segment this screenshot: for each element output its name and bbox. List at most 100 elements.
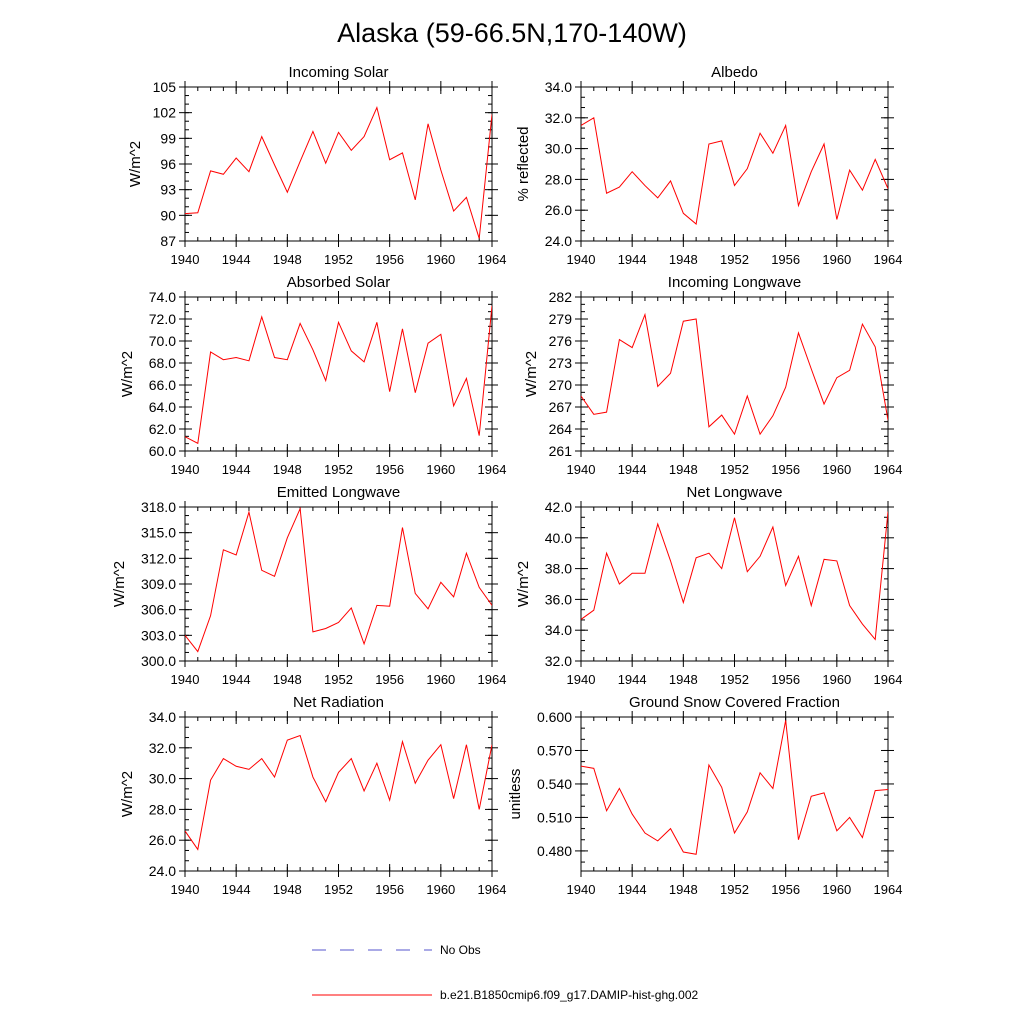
x-tick-label: 1940 <box>171 462 200 477</box>
x-tick-label: 1964 <box>874 252 903 267</box>
figure-title: Alaska (59-66.5N,170-140W) <box>337 18 687 48</box>
x-tick-label: 1952 <box>324 252 353 267</box>
panel-4: Incoming Longwave 1940 1944 1948 1952 1956 196… <box>523 274 902 477</box>
panel-title: Net Longwave <box>687 484 783 501</box>
y-tick-label: 34.0 <box>149 709 176 725</box>
series-line-1 <box>581 511 888 641</box>
y-tick-label: 312.0 <box>141 550 176 566</box>
y-tick-label: 66.0 <box>149 377 176 393</box>
x-tick-label: 1956 <box>375 672 404 687</box>
panel-2: Albedo 1940 1944 1948 1952 1956 1960 1964 24.0 26… <box>515 64 902 267</box>
x-tick-label: 1952 <box>720 462 749 477</box>
x-tick-label: 1960 <box>426 252 455 267</box>
y-tick-label: 72.0 <box>149 311 176 327</box>
y-tick-label: 62.0 <box>149 421 176 437</box>
y-axis-label: % reflected <box>515 126 532 201</box>
y-tick-label: 87 <box>160 233 176 249</box>
y-tick-label: 26.0 <box>149 832 176 848</box>
y-tick-label: 300.0 <box>141 653 176 669</box>
y-axis-label: W/m^2 <box>111 561 128 607</box>
x-tick-label: 1960 <box>822 672 851 687</box>
plot-frame <box>580 296 889 452</box>
y-tick-label: 26.0 <box>545 202 572 218</box>
x-tick-label: 1948 <box>669 882 698 897</box>
series-line-1 <box>185 105 492 239</box>
x-tick-label: 1956 <box>375 252 404 267</box>
y-tick-label: 34.0 <box>545 622 572 638</box>
y-tick-label: 38.0 <box>545 561 572 577</box>
x-tick-label: 1940 <box>567 672 596 687</box>
x-tick-label: 1956 <box>771 882 800 897</box>
series-line-1 <box>581 720 888 855</box>
x-tick-label: 1944 <box>222 672 251 687</box>
plot-frame <box>184 506 493 662</box>
y-tick-label: 309.0 <box>141 576 176 592</box>
x-tick-label: 1964 <box>874 882 903 897</box>
x-tick-label: 1956 <box>771 672 800 687</box>
y-tick-label: 32.0 <box>149 740 176 756</box>
y-tick-label: 34.0 <box>545 79 572 95</box>
plot-frame <box>580 716 889 872</box>
x-tick-label: 1960 <box>822 882 851 897</box>
series-line-1 <box>185 734 492 851</box>
y-tick-label: 24.0 <box>149 863 176 879</box>
y-tick-label: 42.0 <box>545 499 572 515</box>
y-tick-label: 32.0 <box>545 110 572 126</box>
x-tick-label: 1944 <box>222 882 251 897</box>
y-tick-label: 267 <box>549 399 573 415</box>
y-tick-label: 0.480 <box>537 843 572 859</box>
x-tick-label: 1948 <box>669 672 698 687</box>
panel-title: Net Radiation <box>293 694 384 711</box>
legend-model-label: b.e21.B1850cmip6.f09_g17.DAMIP-hist-ghg.… <box>440 988 698 1002</box>
panels-group: Incoming Solar 1940 1944 1948 1952 1956 1960 19… <box>111 64 902 897</box>
panel-title: Emitted Longwave <box>277 484 400 501</box>
y-tick-label: 70.0 <box>149 333 176 349</box>
plot-frame <box>184 716 493 872</box>
panel-7: Net Radiation 1940 1944 1948 1952 1956 1960 196… <box>119 694 506 897</box>
x-tick-label: 1944 <box>618 462 647 477</box>
y-tick-label: 96 <box>160 156 176 172</box>
y-tick-label: 102 <box>153 105 177 121</box>
x-tick-label: 1940 <box>567 252 596 267</box>
x-tick-label: 1964 <box>478 882 507 897</box>
y-tick-label: 64.0 <box>149 399 176 415</box>
series-line-1 <box>581 312 888 436</box>
y-tick-label: 36.0 <box>545 591 572 607</box>
y-axis-label: W/m^2 <box>523 351 540 397</box>
series-line-1 <box>581 116 888 226</box>
series-line-1 <box>185 305 492 445</box>
x-tick-label: 1940 <box>171 672 200 687</box>
x-tick-label: 1948 <box>273 672 302 687</box>
x-tick-label: 1940 <box>567 882 596 897</box>
y-tick-label: 270 <box>549 377 573 393</box>
x-tick-label: 1944 <box>222 462 251 477</box>
x-tick-label: 1940 <box>567 462 596 477</box>
panel-8: Ground Snow Covered Fraction 1940 1944 1948… <box>507 694 902 897</box>
y-tick-label: 74.0 <box>149 289 176 305</box>
legend-obs-label: No Obs <box>440 943 481 957</box>
x-tick-label: 1940 <box>171 252 200 267</box>
y-tick-label: 303.0 <box>141 627 176 643</box>
y-axis-label: W/m^2 <box>119 351 136 397</box>
y-axis-label: W/m^2 <box>515 561 532 607</box>
y-tick-label: 105 <box>153 79 177 95</box>
x-tick-label: 1952 <box>720 882 749 897</box>
legend: No Obs b.e21.B1850cmip6.f09_g17.DAMIP-hi… <box>312 943 698 1002</box>
y-tick-label: 28.0 <box>545 171 572 187</box>
x-tick-label: 1960 <box>426 882 455 897</box>
x-tick-label: 1948 <box>669 462 698 477</box>
y-tick-label: 93 <box>160 182 176 198</box>
y-tick-label: 0.510 <box>537 809 572 825</box>
x-tick-label: 1948 <box>273 882 302 897</box>
y-tick-label: 276 <box>549 333 573 349</box>
x-tick-label: 1964 <box>478 252 507 267</box>
x-tick-label: 1964 <box>874 462 903 477</box>
x-tick-label: 1948 <box>273 462 302 477</box>
panel-3: Absorbed Solar 1940 1944 1948 1952 1956 1960 19… <box>119 274 506 477</box>
x-tick-label: 1956 <box>771 462 800 477</box>
y-axis-label: unitless <box>507 769 524 820</box>
y-tick-label: 40.0 <box>545 530 572 546</box>
panel-6: Net Longwave 1940 1944 1948 1952 1956 1960 1964… <box>515 484 902 687</box>
x-tick-label: 1960 <box>822 252 851 267</box>
x-tick-label: 1952 <box>324 882 353 897</box>
